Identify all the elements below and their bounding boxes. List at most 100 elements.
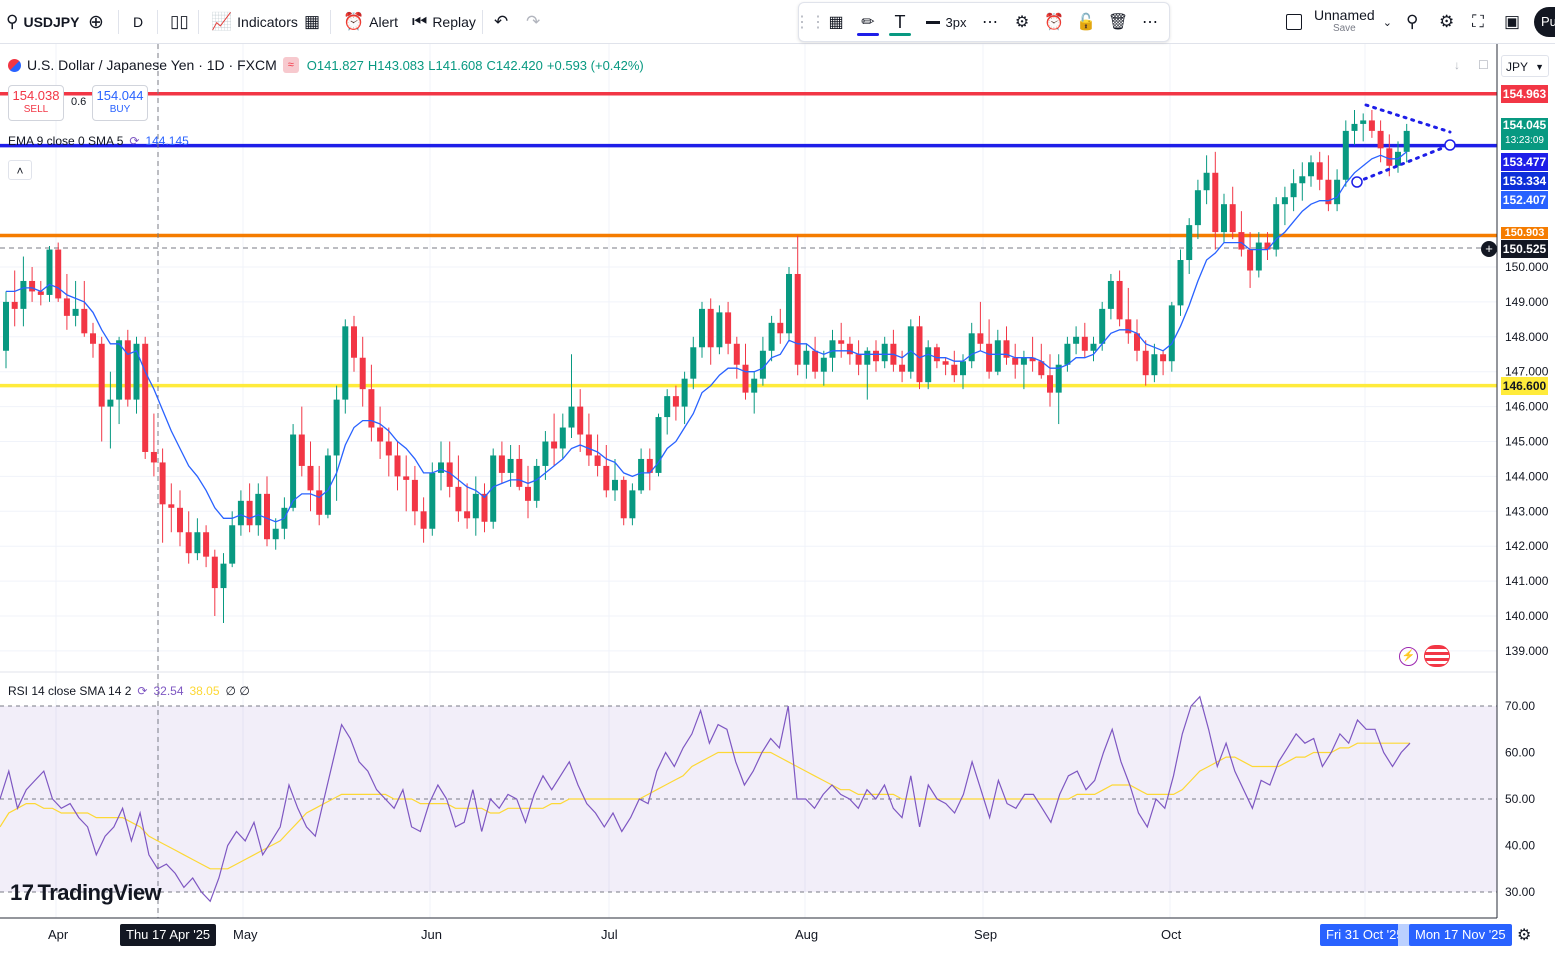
candle-body <box>716 312 723 348</box>
collapse-legend-button[interactable]: ˄ <box>8 160 32 180</box>
line-color-button[interactable]: ✏ <box>855 3 881 41</box>
replay-button[interactable]: ⏮ Replay <box>412 0 476 44</box>
undo-button[interactable]: ↶ <box>494 0 513 44</box>
candle-body <box>438 462 444 473</box>
candle-body <box>385 441 392 456</box>
candle-body <box>464 511 471 519</box>
candle-body <box>829 340 836 358</box>
x-label-apr: Apr <box>48 927 69 942</box>
add-plus-icon[interactable]: + <box>1481 241 1497 257</box>
snapshot-button[interactable]: ▣ <box>1504 0 1525 44</box>
lock-button[interactable]: 🔓 <box>1073 3 1099 41</box>
lightning-event-icon[interactable]: ⚡ <box>1399 647 1418 666</box>
currency-selector[interactable]: JPY ▼ <box>1501 55 1549 77</box>
chart-type-button[interactable]: ▯▯ <box>170 0 194 44</box>
redo-button[interactable]: ↷ <box>526 0 545 44</box>
candle-body <box>290 434 297 508</box>
delete-button[interactable]: 🗑 <box>1105 3 1131 41</box>
line-color-swatch <box>857 33 879 36</box>
tradingview-logo[interactable]: 17 TradingView <box>10 880 162 906</box>
interval-button[interactable]: D <box>133 0 143 44</box>
x-range-start-date[interactable]: Fri 31 Oct '25 <box>1320 924 1410 946</box>
candle-body <box>925 347 932 383</box>
object-tree-button[interactable]: ▦ <box>823 3 849 41</box>
axis-settings-gear-icon[interactable]: ⚙ <box>1517 927 1532 944</box>
spread-value: 0.6 <box>71 96 87 108</box>
candle-body <box>1151 354 1158 376</box>
drag-handle-icon[interactable]: ⋮⋮ <box>794 14 826 31</box>
line-width-button[interactable]: 3px <box>921 3 971 41</box>
drawing-toolbar: ⋮⋮ ▦ ✏ T 3px ⋯ ⚙ ⏰ 🔓 🗑 ⋯ <box>794 2 1170 42</box>
more-button[interactable]: ⋯ <box>1137 3 1163 41</box>
legend-change: +0.593 (+0.42%) <box>546 57 644 73</box>
symbol-label: USDJPY <box>23 14 80 30</box>
loading-spinner-icon: ⟳ <box>129 134 140 148</box>
rsi-axis-ticks[interactable]: 70.00 60.00 50.00 40.00 30.00 <box>1505 699 1535 899</box>
price-axis-ticks[interactable]: 139.000 140.000 141.000 142.000 143.000 144.0… <box>1505 260 1549 658</box>
rsi-line <box>0 695 1411 903</box>
sell-button[interactable]: 154.038 SELL <box>8 85 64 121</box>
gear-icon: ⚙ <box>1014 14 1030 31</box>
settings-button[interactable]: ⚙ <box>1009 3 1035 41</box>
candle-body <box>1142 350 1149 376</box>
candle-body <box>1194 190 1201 226</box>
rsi-tick-label: 70.00 <box>1505 699 1535 713</box>
candle-body <box>211 556 218 589</box>
text-color-swatch <box>889 33 911 36</box>
market-status-icon[interactable]: ≈ <box>282 57 299 73</box>
rsi-legend-label: RSI 14 close SMA 14 2 <box>8 684 132 698</box>
candle-body <box>873 350 879 362</box>
text-color-button[interactable]: T <box>887 3 913 41</box>
candle-body <box>1238 232 1245 250</box>
us-flag-event-icon[interactable] <box>1424 645 1450 667</box>
candle-body <box>1090 343 1097 351</box>
alert-on-drawing-button[interactable]: ⏰ <box>1041 3 1067 41</box>
candle-body <box>1325 179 1332 205</box>
x-range-highlight <box>1398 924 1410 946</box>
candle-body <box>803 350 810 365</box>
candle-body <box>533 465 540 501</box>
alert-button[interactable]: ⏰ Alert <box>343 0 398 44</box>
symbol-search-button[interactable]: ⚲ USDJPY <box>6 0 79 44</box>
reset-scale-icon[interactable]: ☐ <box>1478 58 1489 72</box>
publish-button[interactable]: Pu <box>1534 0 1555 44</box>
indicators-button[interactable]: 📈 Indicators <box>211 0 298 44</box>
line-style-button[interactable]: ⋯ <box>977 3 1003 41</box>
scroll-down-icon[interactable]: ↓ <box>1454 58 1460 72</box>
rsi-legend-value: 32.54 <box>153 684 184 698</box>
candle-body <box>63 298 70 316</box>
quick-search-button[interactable]: ⚲ <box>1406 0 1423 44</box>
buy-button[interactable]: 154.044 BUY <box>92 85 148 121</box>
layout-menu[interactable]: Unnamed Save ⌄ <box>1286 0 1392 44</box>
symbol-title[interactable]: U.S. Dollar / Japanese Yen · 1D · FXCM <box>27 57 277 73</box>
candle-body <box>690 347 697 379</box>
fullscreen-button[interactable]: ⛶ <box>1472 0 1489 44</box>
crosshair-price-label: 150.525 <box>1501 240 1548 258</box>
candle-body <box>37 291 44 295</box>
chart-canvas[interactable]: 139.000 140.000 141.000 142.000 143.000 144.0… <box>0 44 1555 955</box>
rsi-legend[interactable]: RSI 14 close SMA 14 2 ⟳ 32.54 38.05 ∅ ∅ <box>8 684 250 698</box>
ema-legend[interactable]: EMA 9 close 0 SMA 5 ⟳ 144.145 <box>8 134 189 148</box>
main-legend: U.S. Dollar / Japanese Yen · 1D · FXCM ≈… <box>8 57 644 73</box>
triangle-pattern-drawing[interactable] <box>1351 103 1456 188</box>
candle-body <box>1020 357 1027 365</box>
candle-body <box>342 326 349 400</box>
candle-body <box>977 333 984 344</box>
x-range-end-date[interactable]: Mon 17 Nov '25 <box>1409 924 1512 946</box>
compare-symbol-button[interactable]: ⊕ <box>88 0 109 44</box>
lock-icon: 🔓 <box>1076 14 1096 31</box>
candles-icon: ▯▯ <box>170 12 189 31</box>
candle-body <box>307 465 314 491</box>
indicator-templates-button[interactable]: ▦ <box>304 0 325 44</box>
chevron-up-icon: ˄ <box>16 164 24 178</box>
line-width-label: 3px <box>945 14 967 30</box>
dotted-line-icon: ⋯ <box>982 14 998 31</box>
candle-body <box>1107 280 1114 309</box>
candle-body <box>11 301 18 309</box>
chart-settings-button[interactable]: ⚙ <box>1439 0 1459 44</box>
blue-line-price-label: 153.477 <box>1501 153 1548 171</box>
candle-body <box>1186 225 1193 261</box>
x-label-aug: Aug <box>795 927 819 942</box>
horizontal-lines[interactable] <box>0 92 1497 388</box>
candle-body <box>429 472 436 529</box>
